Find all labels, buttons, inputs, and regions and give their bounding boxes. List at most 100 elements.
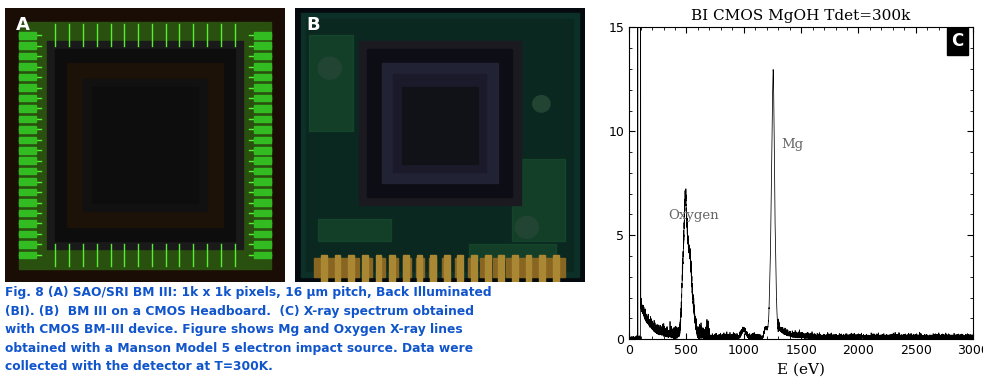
Bar (19, 53, 35, 60)
Bar (381, 63, 497, 183)
Bar (255, 220, 271, 227)
Bar (339, 258, 347, 277)
Bar (493, 258, 500, 277)
Bar (19, 147, 35, 154)
Bar (553, 255, 558, 282)
Bar (365, 258, 373, 277)
Bar (19, 42, 35, 49)
Bar (457, 255, 463, 282)
Bar (557, 258, 564, 277)
Bar (255, 64, 271, 70)
Bar (19, 64, 35, 70)
Text: C: C (952, 33, 963, 51)
Bar (393, 74, 487, 172)
Circle shape (533, 96, 550, 112)
Bar (255, 199, 271, 206)
Bar (255, 32, 271, 38)
Bar (255, 241, 271, 248)
Bar (540, 255, 546, 282)
Circle shape (318, 57, 341, 79)
Bar (417, 258, 424, 277)
Text: Fig. 8 (A) SAO/SRI BM III: 1k x 1k pixels, 16 μm pitch, Back Illuminated
(BI). (: Fig. 8 (A) SAO/SRI BM III: 1k x 1k pixel… (5, 286, 492, 373)
Bar (389, 255, 395, 282)
Bar (352, 258, 360, 277)
Bar (481, 258, 488, 277)
Bar (19, 126, 35, 132)
Bar (512, 159, 564, 241)
Bar (403, 255, 409, 282)
Bar (19, 189, 35, 195)
Bar (326, 258, 334, 277)
Bar (255, 126, 271, 132)
Title: BI CMOS MgOH Tdet=300k: BI CMOS MgOH Tdet=300k (691, 9, 911, 24)
Bar (310, 35, 353, 131)
Bar (19, 84, 35, 91)
Bar (318, 219, 390, 241)
Bar (255, 74, 271, 80)
Bar (430, 258, 436, 277)
Bar (362, 255, 368, 282)
Bar (19, 199, 35, 206)
Bar (314, 258, 321, 277)
Bar (19, 230, 35, 237)
Bar (359, 41, 521, 205)
Bar (402, 87, 478, 164)
Bar (519, 258, 526, 277)
Bar (19, 252, 35, 258)
Bar (19, 178, 35, 185)
Circle shape (515, 216, 539, 238)
Bar (255, 42, 271, 49)
Bar (255, 116, 271, 122)
Bar (19, 95, 35, 101)
Bar (417, 255, 423, 282)
Bar (255, 136, 271, 143)
Text: Mg: Mg (781, 138, 804, 151)
Bar (443, 255, 449, 282)
Bar (19, 74, 35, 80)
Bar (403, 258, 411, 277)
Bar (526, 255, 532, 282)
Bar (19, 136, 35, 143)
Bar (532, 258, 539, 277)
Bar (19, 32, 35, 38)
Bar (91, 87, 199, 203)
Bar (431, 255, 436, 282)
Text: B: B (307, 16, 320, 34)
Bar (255, 230, 271, 237)
Bar (55, 49, 235, 241)
Bar (377, 258, 385, 277)
Bar (19, 116, 35, 122)
Bar (321, 255, 326, 282)
Text: Oxygen: Oxygen (668, 209, 719, 221)
Bar (19, 220, 35, 227)
Bar (255, 210, 271, 216)
Bar (442, 258, 449, 277)
Bar (498, 255, 504, 282)
Bar (455, 258, 462, 277)
Bar (255, 84, 271, 91)
Bar (468, 258, 475, 277)
Bar (19, 168, 35, 174)
Bar (255, 252, 271, 258)
Bar (506, 258, 513, 277)
Bar (471, 255, 477, 282)
X-axis label: E (eV): E (eV) (778, 363, 825, 376)
Bar (334, 255, 340, 282)
Bar (390, 258, 398, 277)
Bar (19, 210, 35, 216)
Bar (368, 49, 512, 197)
Bar (376, 255, 381, 282)
Bar (84, 79, 206, 211)
Bar (255, 189, 271, 195)
Bar (512, 255, 518, 282)
Bar (255, 53, 271, 60)
Bar (19, 241, 35, 248)
Bar (469, 244, 555, 260)
Bar (255, 178, 271, 185)
Bar (47, 41, 243, 249)
Bar (255, 105, 271, 112)
Bar (255, 95, 271, 101)
Bar (348, 255, 354, 282)
Bar (67, 63, 223, 227)
Bar (19, 158, 35, 164)
